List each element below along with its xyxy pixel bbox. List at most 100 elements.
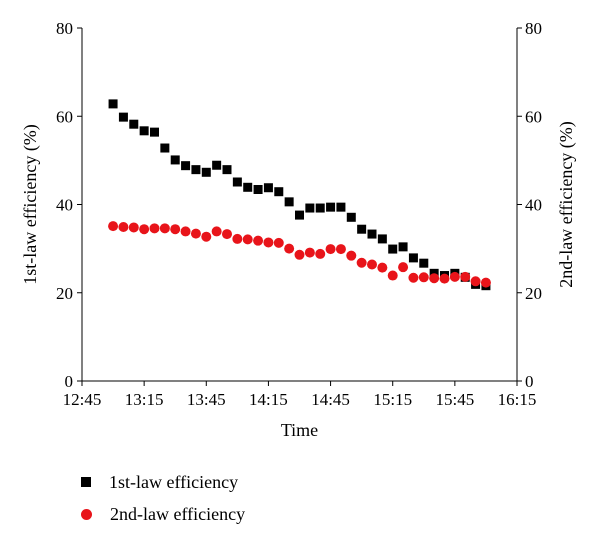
first-law-point	[419, 258, 429, 268]
first-law-point	[201, 167, 211, 177]
first-law-point	[326, 202, 336, 212]
series-1	[108, 99, 491, 291]
left-y-tick-label: 20	[56, 284, 73, 303]
second-law-point	[439, 273, 450, 284]
second-law-point	[315, 248, 326, 259]
second-law-point	[253, 235, 264, 246]
first-law-point	[150, 127, 159, 137]
second-law-point	[377, 262, 388, 273]
circle-marker-icon	[81, 508, 92, 520]
first-law-point	[408, 253, 418, 263]
first-law-point	[346, 212, 356, 222]
second-law-point	[242, 234, 253, 245]
second-law-point	[480, 277, 491, 288]
second-law-point	[294, 249, 305, 260]
second-law-point	[159, 223, 170, 234]
first-law-point	[315, 203, 325, 213]
x-tick-label: 14:45	[311, 390, 350, 409]
second-law-point	[356, 257, 367, 268]
right-y-tick-label: 40	[525, 196, 542, 215]
first-law-point	[139, 126, 149, 136]
left-y-tick-label: 80	[56, 19, 73, 38]
second-law-point	[190, 228, 201, 239]
second-law-point	[108, 221, 119, 232]
first-law-point	[263, 183, 273, 193]
right-y-tick-label: 20	[525, 284, 542, 303]
second-law-point	[232, 233, 243, 244]
second-law-point	[273, 237, 284, 248]
x-tick-label: 15:15	[373, 390, 412, 409]
second-law-point	[449, 271, 460, 282]
second-law-point	[398, 262, 409, 273]
x-tick-label: 16:15	[498, 390, 537, 409]
x-tick-label: 13:15	[125, 390, 164, 409]
first-law-point	[170, 155, 180, 165]
first-law-point	[274, 187, 284, 197]
first-law-point	[129, 119, 139, 129]
right-y-tick-label: 0	[525, 372, 534, 391]
second-law-point	[222, 229, 232, 240]
second-law-point	[408, 272, 419, 283]
first-law-point	[367, 229, 377, 239]
x-axis-title: Time	[281, 420, 318, 440]
first-law-point	[160, 143, 170, 153]
second-law-point	[325, 244, 336, 255]
second-law-point	[201, 231, 212, 242]
second-law-point	[139, 224, 150, 235]
first-law-point	[377, 234, 387, 244]
right-y-axis-title: 2nd-law efficiency (%)	[556, 121, 577, 288]
first-law-point	[295, 210, 304, 220]
second-law-point	[346, 250, 357, 261]
second-law-point	[470, 276, 481, 287]
second-law-point	[118, 222, 129, 233]
second-law-point	[211, 226, 222, 237]
series-2	[108, 221, 491, 288]
right-y-tick-label: 60	[525, 107, 542, 126]
second-law-point	[284, 243, 295, 254]
first-law-point	[336, 202, 346, 212]
x-tick-label: 14:15	[249, 390, 288, 409]
legend-item-second-law: 2nd-law efficiency	[78, 498, 245, 530]
data-marks	[108, 99, 491, 291]
second-law-point	[387, 270, 398, 281]
first-law-point	[398, 242, 408, 252]
first-law-point	[108, 99, 118, 109]
left-y-tick-label: 40	[56, 196, 73, 215]
second-law-point	[429, 273, 440, 284]
second-law-point	[367, 259, 377, 270]
first-law-point	[181, 161, 191, 171]
first-law-point	[191, 165, 201, 175]
left-y-axis-title: 1st-law efficiency (%)	[20, 124, 41, 285]
second-law-point	[418, 272, 429, 283]
second-law-point	[263, 237, 274, 248]
axes: 0 0 20 20 40 40 60 60 80 80 12:45 13:15 13:45 14:15 14…	[20, 19, 577, 440]
second-law-point	[170, 224, 181, 235]
square-marker-icon	[81, 477, 91, 487]
second-law-point	[460, 271, 471, 282]
second-law-point	[180, 226, 191, 237]
first-law-point	[357, 224, 367, 234]
second-law-point	[149, 223, 160, 234]
x-tick-label: 12:45	[63, 390, 102, 409]
first-law-point	[212, 160, 222, 170]
legend-label-second-law: 2nd-law efficiency	[110, 503, 246, 524]
legend-label-first-law: 1st-law efficiency	[109, 471, 239, 492]
second-law-point	[335, 244, 346, 255]
first-law-point	[232, 177, 242, 187]
x-tick-label: 13:45	[187, 390, 226, 409]
left-y-tick-label: 60	[56, 107, 73, 126]
first-law-point	[243, 182, 253, 192]
right-y-tick-label: 80	[525, 19, 542, 38]
first-law-point	[388, 244, 398, 254]
second-law-point	[304, 247, 315, 258]
first-law-point	[253, 184, 263, 194]
left-y-tick-label: 0	[65, 372, 74, 391]
first-law-point	[118, 112, 128, 122]
x-tick-label: 15:45	[435, 390, 474, 409]
legend: 1st-law efficiency 2nd-law efficiency	[78, 466, 245, 530]
legend-item-first-law: 1st-law efficiency	[78, 466, 245, 498]
second-law-point	[128, 222, 139, 233]
first-law-point	[222, 165, 232, 175]
first-law-point	[284, 197, 294, 207]
